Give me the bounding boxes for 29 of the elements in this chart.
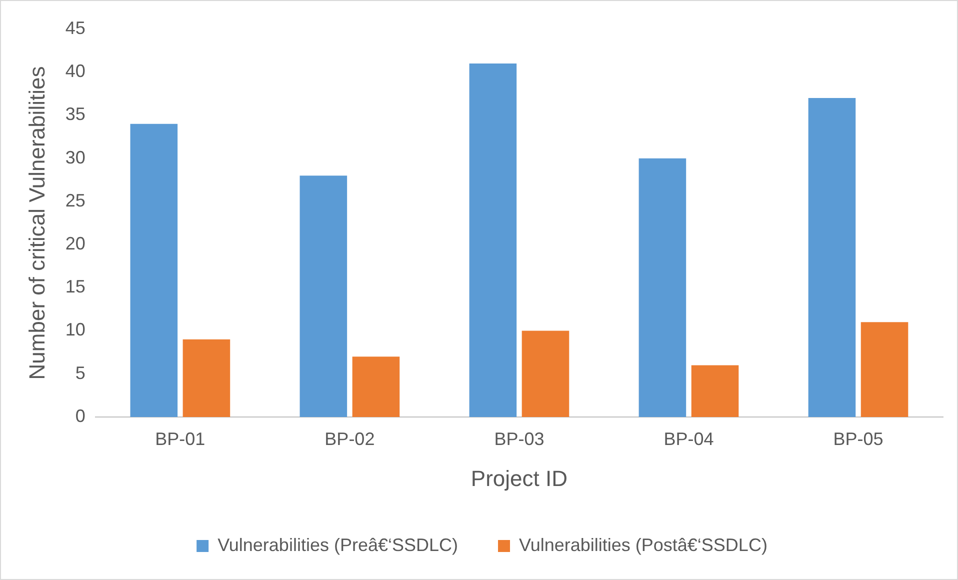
x-tick-label: BP-02 (324, 428, 375, 449)
y-tick-label: 25 (65, 190, 86, 210)
y-tick-label: 15 (65, 276, 86, 297)
y-tick-label: 10 (65, 320, 86, 340)
y-tick-label: 20 (65, 234, 86, 254)
bar (860, 322, 908, 417)
bar (352, 356, 400, 417)
bar (130, 124, 178, 417)
y-tick-label: 30 (65, 147, 86, 168)
bar (638, 158, 686, 417)
y-tick-label: 5 (75, 362, 86, 383)
bar (808, 98, 856, 417)
y-tick-label: 35 (65, 104, 86, 124)
y-tick-label: 0 (75, 406, 86, 426)
bar (522, 330, 570, 417)
legend-label: Vulnerabilities (Postâ€‘SSDLC) (518, 534, 768, 555)
x-tick-label: BP-05 (833, 428, 884, 449)
x-axis-title: Project ID (470, 466, 568, 491)
x-tick-label: BP-01 (155, 428, 206, 449)
bar (469, 63, 517, 417)
y-tick-label: 40 (65, 61, 86, 82)
x-tick-label: BP-04 (664, 428, 714, 449)
bar (691, 365, 739, 417)
y-axis-title: Number of critical Vulnerabilities (24, 66, 50, 380)
bar (300, 176, 348, 417)
bar (182, 339, 230, 417)
x-tick-label: BP-03 (494, 428, 544, 449)
y-tick-label: 45 (65, 18, 86, 38)
legend-label: Vulnerabilities (Preâ€‘SSDLC) (218, 534, 458, 555)
